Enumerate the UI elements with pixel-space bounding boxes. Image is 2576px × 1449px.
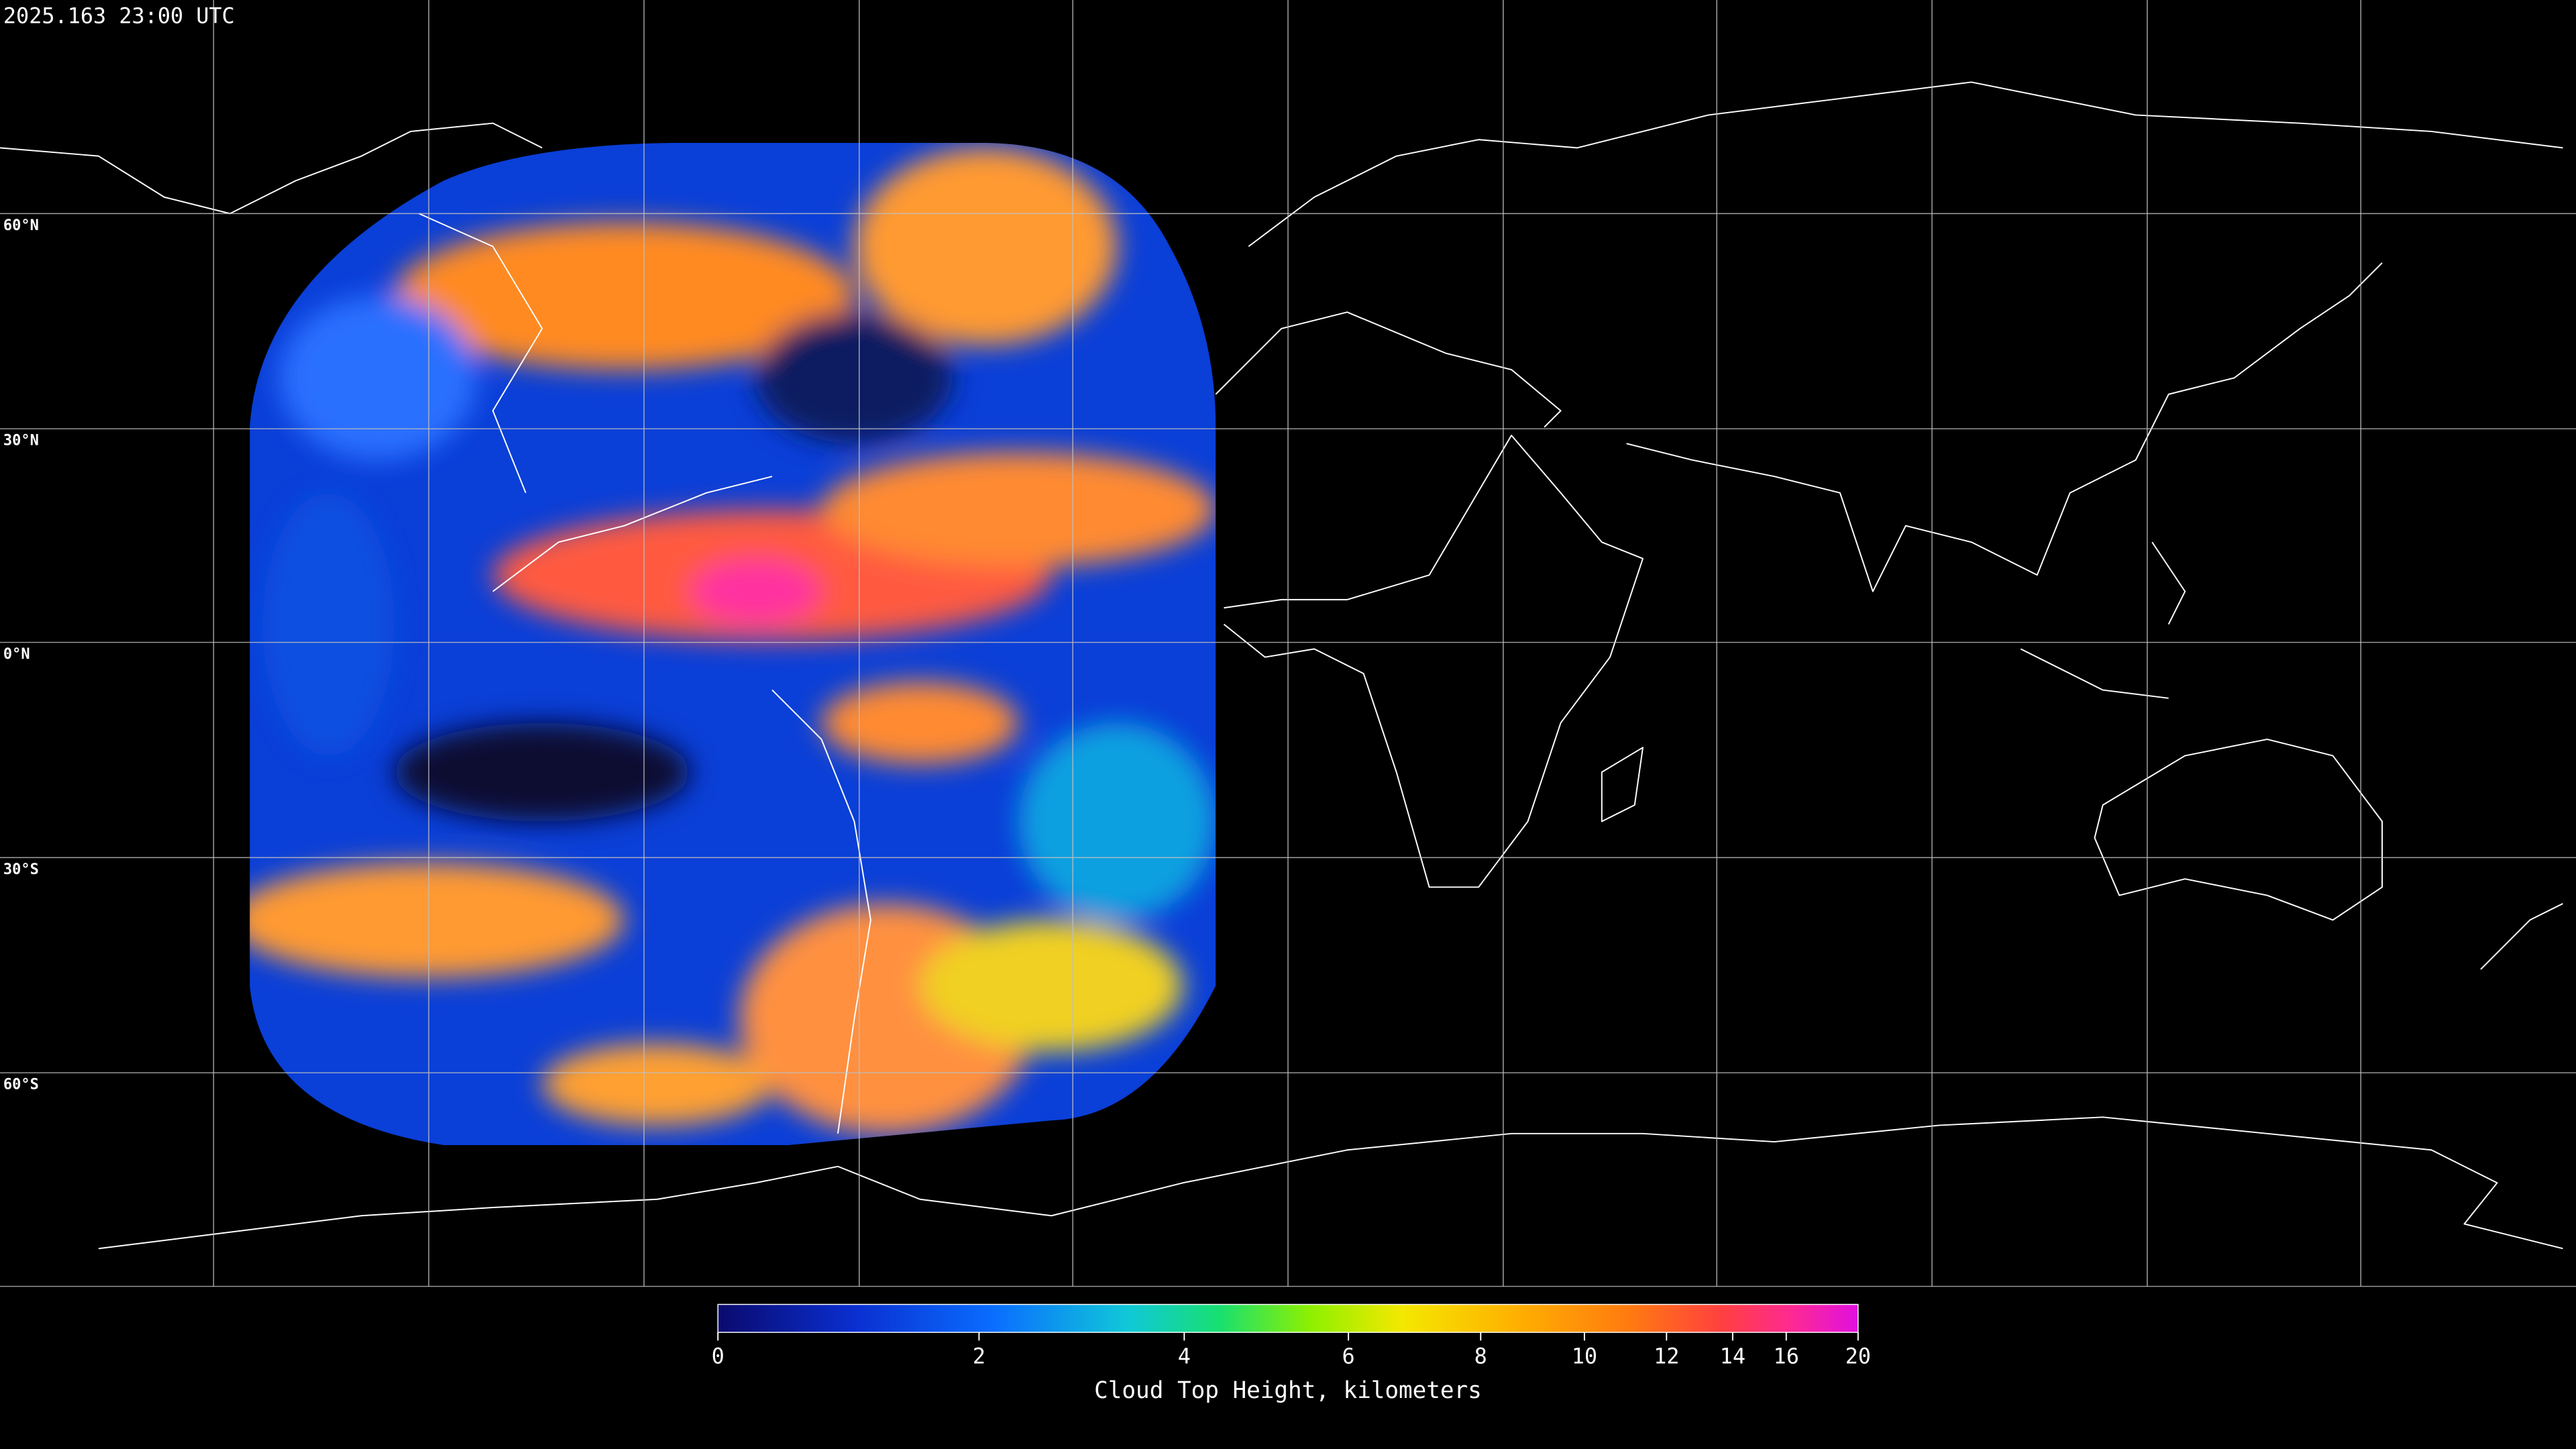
latitude-label: 60°S — [3, 1077, 39, 1093]
colorbar-tick-label: 12 — [1654, 1344, 1679, 1369]
colorbar-tick-label: 10 — [1572, 1344, 1597, 1369]
latitude-label: 30°S — [3, 861, 39, 878]
latitude-label: 60°N — [3, 217, 39, 234]
satellite-image — [250, 143, 1216, 1145]
colorbar-tick-label: 4 — [1178, 1344, 1191, 1369]
colorbar-tick-label: 20 — [1845, 1344, 1871, 1369]
colorbar-tick-label: 16 — [1774, 1344, 1799, 1369]
timestamp: 2025.163 23:00 UTC — [3, 3, 235, 28]
colorbar-tick-label: 14 — [1720, 1344, 1746, 1369]
colorbar-label: Cloud Top Height, kilometers — [1094, 1377, 1482, 1404]
colorbar-tick-label: 2 — [973, 1344, 985, 1369]
graticule — [0, 0, 2576, 1287]
latitude-label: 30°N — [3, 433, 39, 449]
latitude-label: 0°N — [3, 646, 30, 663]
latitude-labels: 60°N 30°N 0°N 30°S 60°S — [3, 217, 39, 1093]
colorbar-tick-label: 6 — [1342, 1344, 1354, 1369]
colorbar-tick-label: 8 — [1474, 1344, 1487, 1369]
colorbar-tick-label: 0 — [712, 1344, 724, 1369]
coastlines — [0, 81, 2563, 1250]
colorbar-gradient — [717, 1303, 1859, 1333]
colorbar: Cloud Top Height, kilometers 0 2 4 6 8 10 12 14… — [712, 1303, 1871, 1404]
